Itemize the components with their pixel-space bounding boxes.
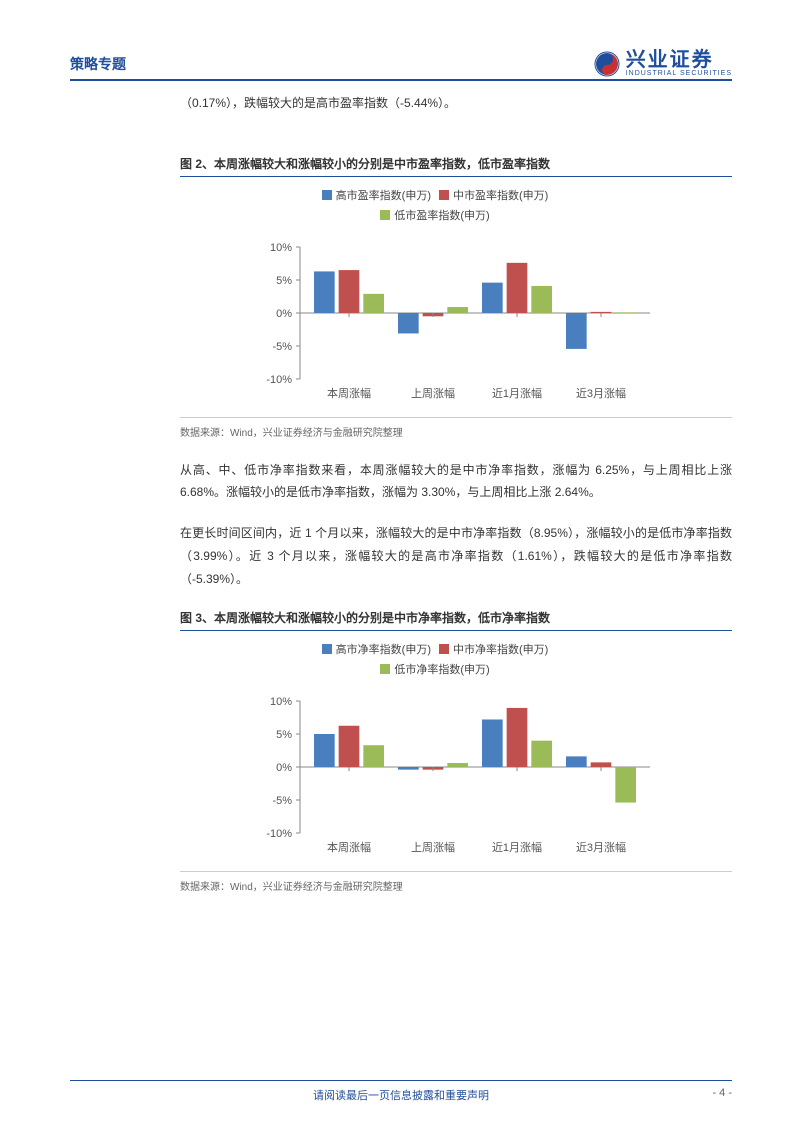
chart2-container: 高市盈率指数(申万) 中市盈率指数(申万) 低市盈率指数(申万) -10% -5% 0%… [250,187,660,407]
page-number: - 4 - [712,1087,732,1099]
figure2-source-sep [180,417,732,418]
svg-text:0%: 0% [276,308,292,320]
legend-item: 低市净率指数(申万) [380,661,489,677]
chart-bar [566,313,587,349]
legend-label: 中市盈率指数(申万) [453,187,548,203]
footer-text: 请阅读最后一页信息披露和重要声明 [313,1087,489,1103]
figure2-source: 数据来源：Wind，兴业证券经济与金融研究院整理 [180,424,732,439]
figure2-title-underline [180,176,732,177]
chart-bar [339,270,360,313]
legend-swatch [439,644,449,654]
page-footer: 请阅读最后一页信息披露和重要声明 - 4 - [70,1080,732,1103]
logo-text-cn: 兴业证券 [626,50,732,70]
legend-swatch [439,190,449,200]
paragraph-1: 从高、中、低市净率指数来看，本周涨幅较大的是中市净率指数，涨幅为 6.25%，与… [180,459,732,505]
chart-bar [363,745,384,767]
legend-item: 高市盈率指数(申万) [322,187,431,203]
legend-swatch [322,190,332,200]
legend-swatch [380,210,390,220]
svg-text:近1月涨幅: 近1月涨幅 [492,841,542,854]
figure3-source: 数据来源：Wind，兴业证券经济与金融研究院整理 [180,878,732,893]
chart-bar [339,725,360,766]
figure2-title: 图 2、本周涨幅较大和涨幅较小的分别是中市盈率指数，低市盈率指数 [180,155,732,172]
chart3-svg: -10% -5% 0% 5% 10% 本周涨幅 上周涨幅 近1月涨幅 近3月涨幅 [250,691,660,861]
legend-swatch [322,644,332,654]
chart3-legend: 高市净率指数(申万) 中市净率指数(申万) 低市净率指数(申万) [270,641,600,677]
svg-text:上周涨幅: 上周涨幅 [411,387,455,400]
legend-label: 高市净率指数(申万) [336,641,431,657]
legend-item: 高市净率指数(申万) [322,641,431,657]
legend-label: 中市净率指数(申万) [453,641,548,657]
svg-text:-10%: -10% [266,828,292,840]
legend-item: 低市盈率指数(申万) [380,207,489,223]
chart-bar [507,708,528,767]
svg-text:0%: 0% [276,762,292,774]
chart2-legend: 高市盈率指数(申万) 中市盈率指数(申万) 低市盈率指数(申万) [270,187,600,223]
logo-text-en: INDUSTRIAL SECURITIES [626,70,732,77]
intro-text: （0.17%），跌幅较大的是高市盈率指数（-5.44%）。 [180,93,732,115]
chart-bar [507,262,528,312]
chart-bar [398,767,419,770]
chart-bar [531,740,552,766]
chart-bar [447,763,468,767]
svg-text:本周涨幅: 本周涨幅 [327,840,371,854]
header-divider [70,79,732,81]
figure3-title: 图 3、本周涨幅较大和涨幅较小的分别是中市净率指数，低市净率指数 [180,609,732,626]
chart-bar [363,293,384,312]
chart2-svg: -10% -5% 0% 5% 10% 本周涨幅 上周涨幅 近1月涨幅 近3月涨幅 [250,237,660,407]
legend-item: 中市盈率指数(申万) [439,187,548,203]
legend-label: 低市净率指数(申万) [394,661,489,677]
chart-bar [591,311,612,312]
paragraph-2: 在更长时间区间内，近 1 个月以来，涨幅较大的是中市净率指数（8.95%），涨幅… [180,522,732,590]
svg-text:近3月涨幅: 近3月涨幅 [576,841,626,854]
svg-text:-5%: -5% [272,795,292,807]
svg-text:5%: 5% [276,729,292,741]
page-header: 策略专题 兴业证券 INDUSTRIAL SECURITIES [70,50,732,77]
svg-text:5%: 5% [276,275,292,287]
svg-text:-5%: -5% [272,341,292,353]
svg-text:10%: 10% [270,242,292,254]
chart-bar [398,313,419,333]
chart-bar [482,282,503,312]
figure3-title-underline [180,630,732,631]
chart-bar [314,271,335,313]
legend-item: 中市净率指数(申万) [439,641,548,657]
svg-text:近1月涨幅: 近1月涨幅 [492,387,542,400]
svg-text:本周涨幅: 本周涨幅 [327,386,371,400]
chart-bar [615,312,636,313]
svg-text:10%: 10% [270,696,292,708]
svg-text:-10%: -10% [266,374,292,386]
chart-bar [531,286,552,313]
doc-category: 策略专题 [70,54,126,74]
chart-bar [314,734,335,767]
chart-bar [591,762,612,767]
legend-label: 高市盈率指数(申万) [336,187,431,203]
figure3-source-sep [180,871,732,872]
chart-bar [615,767,636,803]
chart-bar [447,307,468,313]
legend-label: 低市盈率指数(申万) [394,207,489,223]
svg-text:近3月涨幅: 近3月涨幅 [576,387,626,400]
chart3-container: 高市净率指数(申万) 中市净率指数(申万) 低市净率指数(申万) -10% -5% 0%… [250,641,660,861]
svg-text:上周涨幅: 上周涨幅 [411,841,455,854]
chart-bar [482,719,503,767]
legend-swatch [380,664,390,674]
logo-icon [594,51,620,77]
company-logo: 兴业证券 INDUSTRIAL SECURITIES [594,50,732,77]
chart-bar [566,756,587,767]
